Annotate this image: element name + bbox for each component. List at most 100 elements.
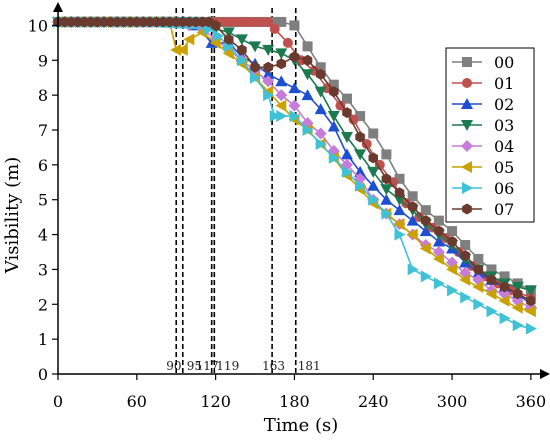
legend-entry-03: 03 [452, 116, 514, 135]
y-tick-label-2: 2 [38, 295, 48, 314]
vertical-line-label-163: 163 [262, 359, 285, 373]
y-axis-title: Visibility (m) [2, 157, 23, 274]
legend-marker-04 [461, 140, 473, 152]
data-point-07 [302, 54, 313, 66]
legend-box [445, 47, 535, 223]
data-point-06 [276, 110, 288, 123]
data-point-07 [447, 236, 457, 247]
data-point-01 [361, 138, 372, 149]
legend-label-01: 01 [494, 74, 514, 93]
data-point-07 [473, 263, 484, 275]
vertical-line-label-90: 90 [166, 359, 181, 373]
data-point-05 [170, 43, 182, 56]
data-point-03 [511, 281, 524, 293]
legend-label-02: 02 [494, 95, 514, 114]
data-point-06 [289, 110, 301, 123]
data-point-05 [511, 301, 523, 314]
data-point-03 [222, 27, 235, 39]
data-point-00 [302, 41, 313, 52]
data-point-02 [393, 204, 406, 216]
y-tick-label-0: 0 [38, 365, 48, 384]
data-point-06 [236, 54, 248, 67]
data-point-00 [341, 93, 352, 104]
data-point-03 [235, 34, 248, 46]
data-point-04 [288, 99, 301, 112]
data-point-00 [420, 205, 431, 216]
data-point-07 [342, 107, 352, 119]
data-point-07 [237, 44, 247, 56]
y-tick-label-6: 6 [38, 156, 48, 175]
data-point-05 [222, 47, 234, 60]
legend-entry-04: 04 [452, 137, 514, 156]
x-tick-label-300: 300 [437, 392, 468, 411]
data-point-07 [210, 19, 221, 31]
data-point-07 [460, 250, 470, 261]
data-point-02 [314, 103, 327, 115]
legend-marker-06 [462, 182, 473, 194]
data-point-00 [269, 16, 280, 27]
y-tick-label-8: 8 [38, 86, 48, 105]
y-tick-label-5: 5 [38, 191, 48, 210]
y-tick-label-7: 7 [38, 121, 48, 140]
data-point-06 [315, 137, 327, 150]
data-point-05 [406, 228, 418, 241]
data-point-06 [250, 71, 262, 84]
data-point-06 [525, 322, 537, 335]
vertical-marker-lines [175, 8, 297, 374]
data-point-06 [486, 305, 498, 318]
data-point-07 [407, 201, 418, 213]
data-point-06 [447, 284, 459, 297]
data-point-07 [224, 33, 234, 45]
x-tick-label-240: 240 [358, 392, 389, 411]
legend-label-00: 00 [494, 53, 514, 72]
data-point-06 [269, 110, 281, 123]
data-point-06 [263, 89, 275, 102]
data-point-04 [275, 89, 288, 102]
data-point-00 [368, 128, 379, 139]
data-point-07 [381, 173, 392, 185]
data-point-06 [302, 124, 314, 136]
data-point-03 [393, 194, 406, 206]
data-point-07 [394, 187, 405, 199]
x-tick-label-120: 120 [200, 392, 231, 411]
data-point-06 [499, 312, 511, 325]
legend-entry-07: 07 [452, 200, 514, 219]
data-point-02 [340, 148, 353, 160]
data-point-02 [367, 179, 380, 191]
legend-label-04: 04 [494, 137, 514, 156]
legend-label-05: 05 [494, 158, 514, 177]
data-point-03 [524, 285, 537, 297]
data-point-06 [460, 291, 472, 304]
vertical-line-label-117: 117 [196, 359, 219, 373]
data-point-05 [419, 242, 431, 255]
data-point-07 [315, 68, 326, 80]
data-point-07 [499, 281, 510, 293]
y-tick-label-10: 10 [28, 16, 48, 35]
data-point-07 [368, 152, 378, 164]
legend-marker-00 [462, 57, 472, 67]
x-tick-label-180: 180 [279, 392, 310, 411]
data-point-05 [275, 99, 287, 112]
data-point-05 [472, 280, 484, 293]
data-point-00 [394, 173, 405, 184]
vertical-line-label-119: 119 [216, 359, 239, 373]
legend: 00 01 02 03 04 05 06 07 [445, 47, 535, 223]
data-point-05 [176, 43, 188, 56]
data-point-00 [381, 149, 392, 160]
data-point-03 [262, 44, 275, 56]
data-point-01 [263, 16, 274, 27]
data-point-06 [381, 207, 393, 220]
data-point-02 [354, 165, 367, 177]
data-point-01 [282, 37, 293, 48]
data-point-02 [288, 82, 301, 94]
legend-marker-02 [461, 98, 473, 109]
data-point-00 [499, 271, 510, 282]
data-point-06 [512, 319, 524, 332]
series-07 [53, 16, 536, 307]
y-tick-label-4: 4 [38, 226, 48, 245]
legend-entry-02: 02 [452, 95, 514, 114]
data-point-06 [433, 277, 445, 290]
data-point-00 [486, 264, 497, 275]
data-point-00 [276, 16, 287, 27]
